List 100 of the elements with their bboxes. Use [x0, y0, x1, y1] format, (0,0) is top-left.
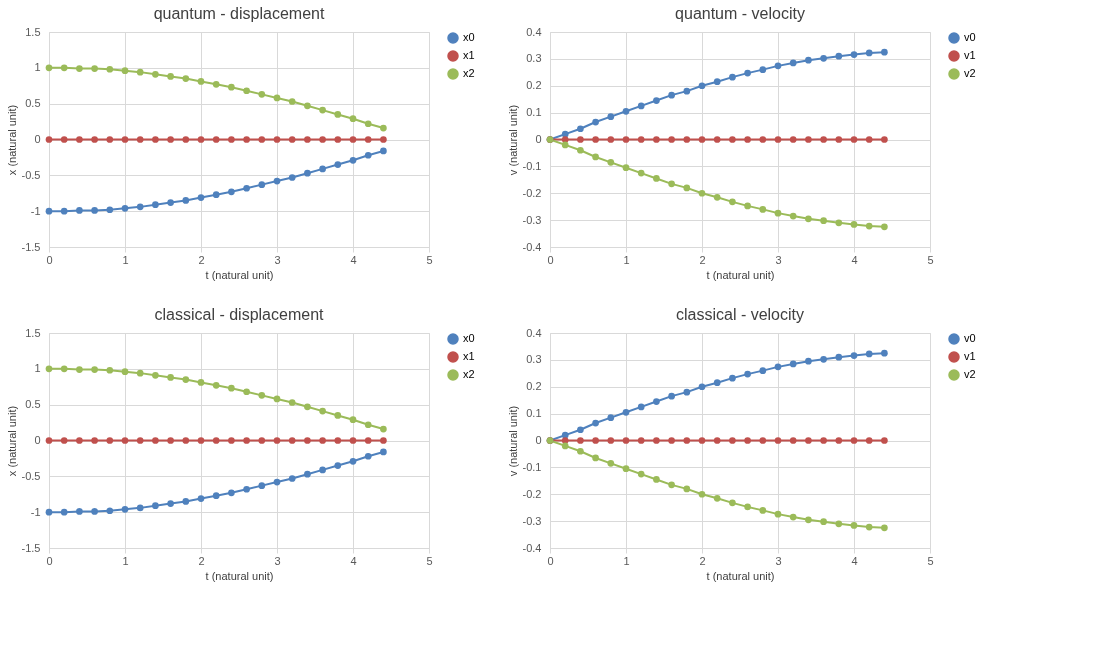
- point: [577, 136, 584, 143]
- point: [167, 374, 174, 381]
- point: [197, 379, 205, 386]
- point: [197, 78, 205, 85]
- point: [45, 437, 53, 444]
- point: [607, 136, 615, 143]
- point: [334, 412, 342, 419]
- point: [167, 199, 174, 206]
- x-axis-title: t (natural unit): [706, 268, 775, 281]
- y-tick-label: 0.4: [526, 326, 542, 339]
- point: [850, 437, 858, 444]
- point: [152, 136, 159, 143]
- chart-title: classical - displacement: [154, 306, 325, 323]
- point: [197, 495, 205, 502]
- point: [744, 503, 751, 511]
- chart-title: quantum - velocity: [675, 5, 805, 22]
- point: [607, 159, 615, 166]
- point: [273, 136, 281, 143]
- point: [334, 136, 342, 143]
- y-tick-label: -0.1: [522, 460, 542, 473]
- point: [835, 353, 843, 361]
- point: [729, 73, 736, 81]
- point: [592, 419, 599, 427]
- y-tick-label: 1.5: [25, 25, 41, 38]
- x-tick-label: 2: [198, 253, 205, 266]
- point: [668, 136, 675, 143]
- point: [319, 407, 326, 415]
- point: [136, 136, 144, 143]
- point: [182, 437, 190, 444]
- legend-label: x0: [463, 332, 475, 344]
- point: [45, 207, 53, 215]
- legend-label: v0: [964, 31, 976, 43]
- point: [774, 62, 782, 70]
- point: [774, 209, 782, 217]
- point: [319, 136, 326, 143]
- point: [561, 437, 569, 444]
- point: [243, 87, 250, 95]
- y-axis-title: v (natural unit): [506, 405, 519, 477]
- x-tick-label: 1: [623, 554, 630, 567]
- point: [60, 64, 68, 72]
- y-tick-label: -1: [30, 204, 41, 217]
- y-tick-label: 0.2: [526, 380, 542, 393]
- point: [592, 153, 599, 161]
- y-tick-label: -0.4: [522, 541, 542, 554]
- point: [45, 508, 53, 516]
- point: [304, 169, 311, 177]
- point: [759, 367, 767, 374]
- point: [713, 78, 721, 86]
- y-tick-label: 0.3: [526, 52, 542, 65]
- point: [319, 165, 326, 173]
- point: [865, 437, 873, 444]
- y-tick-label: 0.1: [526, 106, 542, 119]
- point: [774, 510, 782, 518]
- point: [668, 180, 675, 188]
- point: [243, 184, 250, 192]
- legend-label: v2: [964, 67, 976, 79]
- point: [805, 357, 812, 365]
- point: [228, 188, 235, 196]
- point: [668, 91, 675, 99]
- x-tick-label: 2: [699, 554, 706, 567]
- point: [167, 136, 174, 143]
- point: [121, 505, 129, 513]
- legend-label: x2: [463, 67, 475, 79]
- point: [850, 352, 858, 359]
- point: [182, 75, 190, 82]
- point: [805, 437, 812, 444]
- point: [561, 442, 569, 450]
- point: [288, 136, 296, 143]
- point: [243, 437, 250, 444]
- point: [850, 221, 858, 228]
- point: [789, 59, 797, 67]
- point: [380, 136, 387, 143]
- point: [713, 193, 721, 201]
- point: [820, 437, 827, 444]
- point: [850, 136, 858, 143]
- point: [228, 437, 235, 444]
- point: [76, 65, 83, 72]
- point: [653, 97, 660, 104]
- point: [380, 448, 387, 456]
- point: [759, 206, 767, 213]
- point: [304, 437, 311, 444]
- point: [713, 437, 721, 444]
- point: [364, 120, 372, 128]
- point: [759, 66, 767, 73]
- point: [729, 499, 736, 507]
- point: [212, 136, 220, 143]
- point: [577, 146, 584, 154]
- point: [106, 507, 114, 515]
- y-tick-label: -0.2: [522, 487, 542, 500]
- point: [273, 437, 281, 444]
- point: [273, 478, 281, 486]
- x-tick-label: 3: [274, 253, 281, 266]
- point: [364, 452, 372, 460]
- y-tick-label: -1.5: [21, 541, 41, 554]
- point: [865, 350, 873, 358]
- point: [212, 492, 220, 500]
- point: [121, 204, 129, 212]
- point: [637, 470, 645, 478]
- legend-label: v0: [964, 332, 976, 344]
- point: [167, 500, 174, 507]
